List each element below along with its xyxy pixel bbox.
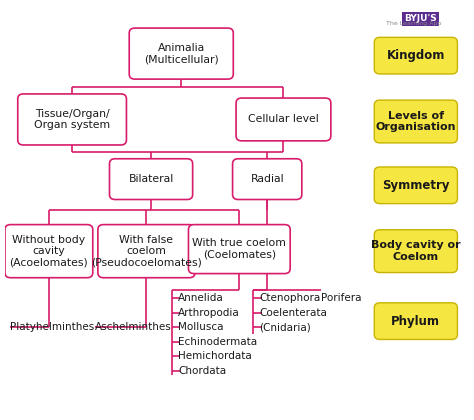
Text: Radial: Radial: [250, 174, 284, 184]
Text: Animalia
(Multicellular): Animalia (Multicellular): [144, 43, 219, 64]
FancyBboxPatch shape: [109, 159, 192, 199]
Text: Chordata: Chordata: [178, 365, 226, 375]
FancyBboxPatch shape: [98, 225, 195, 278]
FancyBboxPatch shape: [129, 28, 233, 79]
Text: With false
coelom
(Pseudocoelomates): With false coelom (Pseudocoelomates): [91, 234, 202, 268]
Text: Hemichordata: Hemichordata: [178, 351, 252, 361]
Text: Tissue/Organ/
Organ system: Tissue/Organ/ Organ system: [34, 109, 110, 130]
Text: Levels of
Organisation: Levels of Organisation: [375, 111, 456, 132]
FancyBboxPatch shape: [374, 167, 457, 204]
Text: (Cnidaria): (Cnidaria): [259, 322, 311, 332]
Text: BYJU'S: BYJU'S: [404, 14, 437, 24]
Text: Symmetry: Symmetry: [382, 179, 450, 192]
Text: Porifera: Porifera: [320, 294, 361, 304]
Text: Body cavity or
Coelom: Body cavity or Coelom: [371, 240, 461, 262]
Text: Annelida: Annelida: [178, 294, 224, 304]
Text: Platyhelminthes: Platyhelminthes: [10, 322, 95, 332]
Text: Echinodermata: Echinodermata: [178, 337, 257, 347]
Text: Kingdom: Kingdom: [387, 49, 445, 62]
Text: Phylum: Phylum: [392, 315, 440, 328]
Text: Bilateral: Bilateral: [128, 174, 173, 184]
Text: With true coelom
(Coelomates): With true coelom (Coelomates): [192, 238, 286, 260]
FancyBboxPatch shape: [18, 94, 127, 145]
FancyBboxPatch shape: [233, 159, 302, 199]
Text: Ctenophora: Ctenophora: [259, 294, 320, 304]
Text: Mollusca: Mollusca: [178, 322, 224, 332]
FancyBboxPatch shape: [236, 98, 331, 141]
FancyBboxPatch shape: [374, 230, 457, 273]
Text: Without body
cavity
(Acoelomates): Without body cavity (Acoelomates): [9, 234, 88, 268]
FancyBboxPatch shape: [374, 37, 457, 74]
FancyBboxPatch shape: [5, 225, 93, 278]
FancyBboxPatch shape: [374, 100, 457, 143]
FancyBboxPatch shape: [189, 225, 290, 273]
Text: Cellular level: Cellular level: [248, 114, 319, 124]
Text: Arthropodia: Arthropodia: [178, 308, 240, 318]
FancyBboxPatch shape: [374, 303, 457, 339]
Text: Coelenterata: Coelenterata: [259, 308, 327, 318]
Text: The Learning App: The Learning App: [386, 21, 441, 26]
Text: Aschelminthes: Aschelminthes: [95, 322, 172, 332]
